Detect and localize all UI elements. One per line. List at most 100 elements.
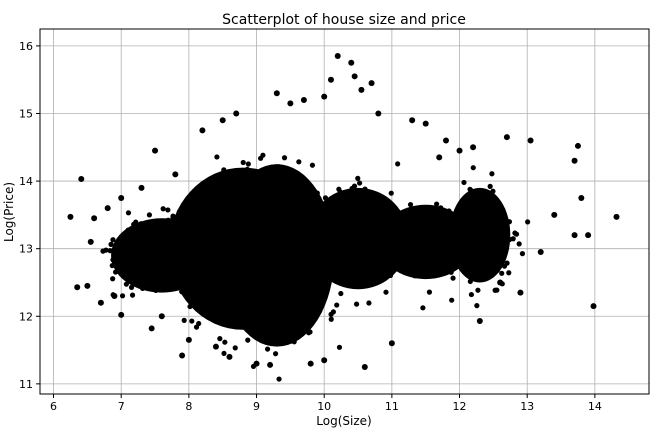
cloud-point <box>380 256 386 262</box>
cloud-point <box>236 274 242 281</box>
cloud-point <box>412 248 419 254</box>
cloud-point <box>234 284 241 290</box>
cloud-point <box>269 244 275 250</box>
cloud-point <box>210 245 216 251</box>
cloud-point <box>118 254 124 260</box>
cloud-point <box>165 263 171 269</box>
cloud-point <box>191 294 197 300</box>
cloud-point <box>195 237 201 243</box>
x-tick-label-0: 6 <box>50 400 57 413</box>
cloud-point <box>161 232 167 238</box>
cloud-point <box>281 196 287 202</box>
cloud-point <box>306 207 312 213</box>
cloud-point <box>391 258 397 264</box>
cloud-point <box>296 295 303 301</box>
cloud-point <box>132 261 138 267</box>
cloud-point <box>381 208 387 214</box>
cloud-point <box>276 376 282 382</box>
cloud-point <box>451 246 458 252</box>
cloud-point <box>323 208 330 215</box>
cloud-point <box>263 280 270 286</box>
cloud-point <box>179 236 185 243</box>
cloud-point <box>228 240 234 246</box>
cloud-point <box>411 234 417 241</box>
cloud-point <box>300 252 307 258</box>
cloud-point <box>252 310 258 316</box>
cloud-point <box>220 242 227 248</box>
cloud-point <box>333 214 339 220</box>
cloud-point <box>287 214 293 220</box>
point-51 <box>537 249 544 256</box>
cloud-point <box>173 218 179 225</box>
point-26 <box>287 100 294 107</box>
cloud-point <box>314 308 320 314</box>
cloud-point <box>309 187 315 193</box>
cloud-point <box>118 242 124 248</box>
cloud-point <box>245 337 251 343</box>
cloud-point <box>501 215 507 221</box>
cloud-point <box>357 240 363 246</box>
cloud-point <box>464 262 470 268</box>
y-tick-label-1: 12 <box>19 310 33 323</box>
cloud-point <box>294 279 300 285</box>
cloud-point <box>136 255 142 261</box>
cloud-point <box>113 258 120 264</box>
cloud-point <box>412 273 418 279</box>
cloud-point <box>149 219 155 225</box>
cloud-point <box>252 282 258 288</box>
cloud-point <box>292 235 298 241</box>
point-1 <box>74 284 81 291</box>
point-5 <box>91 215 98 222</box>
cloud-point <box>280 272 287 278</box>
cloud-point <box>448 238 454 244</box>
cloud-point <box>310 283 317 289</box>
cloud-point <box>375 250 381 257</box>
cloud-point <box>407 201 414 208</box>
cloud-point <box>436 240 442 246</box>
cloud-point <box>296 159 302 165</box>
cloud-point <box>491 255 497 262</box>
cloud-point <box>476 196 482 202</box>
cloud-point <box>487 248 493 254</box>
cloud-point <box>317 218 323 224</box>
cloud-point <box>253 321 260 327</box>
y-tick-label-3: 14 <box>19 175 33 188</box>
cloud-point <box>272 314 278 321</box>
cloud-point <box>298 227 305 234</box>
point-55 <box>571 232 578 239</box>
cloud-point <box>475 287 481 293</box>
cloud-point <box>243 251 250 257</box>
cloud-point <box>413 263 419 269</box>
cloud-point <box>316 252 322 258</box>
cloud-point <box>366 300 372 306</box>
cloud-point <box>219 255 226 261</box>
point-54 <box>574 142 581 149</box>
cloud-point <box>424 230 430 237</box>
cloud-point <box>456 241 462 248</box>
plot-area <box>39 28 650 395</box>
cloud-point <box>394 266 400 272</box>
cloud-point <box>409 224 415 230</box>
cloud-point <box>326 254 333 260</box>
cloud-point <box>391 222 397 229</box>
cloud-point <box>146 212 153 218</box>
point-30 <box>321 93 328 100</box>
cloud-point <box>407 251 413 257</box>
cloud-point <box>329 265 335 271</box>
cloud-point <box>226 245 232 252</box>
cloud-point <box>417 208 423 214</box>
cloud-point <box>468 239 475 245</box>
cloud-point <box>147 234 153 240</box>
cloud-point <box>278 312 284 318</box>
cloud-point <box>258 234 264 241</box>
cloud-point <box>259 316 266 322</box>
cloud-point <box>451 255 457 262</box>
cloud-point <box>413 256 420 262</box>
cloud-point <box>201 307 207 313</box>
cloud-point <box>455 220 461 226</box>
cloud-point <box>438 230 444 236</box>
cloud-point <box>108 241 114 247</box>
cloud-point <box>424 206 431 212</box>
cloud-point <box>355 175 361 181</box>
cloud-point <box>161 250 167 256</box>
